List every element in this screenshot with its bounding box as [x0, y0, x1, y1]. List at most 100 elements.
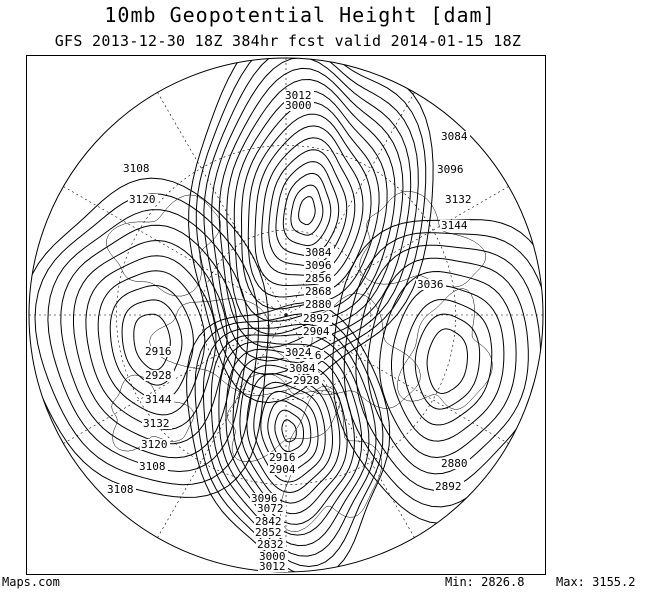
contour-label: 3108	[107, 483, 134, 496]
height-contour	[282, 172, 332, 247]
contour-label-bg	[254, 527, 284, 538]
contour-label: 2880	[441, 457, 468, 470]
height-contour	[298, 196, 316, 226]
map-title: 10mb Geopotential Height [dam]	[104, 3, 496, 27]
contour-label: 3012	[285, 89, 312, 102]
contour-label-bg	[440, 220, 470, 231]
contour-label: 2868	[305, 285, 332, 298]
contour-label-bg	[268, 464, 298, 475]
contour-label: 2880	[305, 298, 332, 311]
contour-label-bg	[304, 247, 334, 258]
contour-label: 3084	[289, 362, 316, 375]
contour-label-bg	[258, 551, 288, 562]
map-subtitle: GFS 2013-12-30 18Z 384hr fcst valid 2014…	[54, 32, 522, 50]
contour-label: 2904	[303, 325, 330, 338]
height-contour	[332, 219, 543, 525]
height-contour	[274, 409, 304, 453]
contour-label-bg	[292, 375, 322, 386]
contour-label-bg	[288, 363, 318, 374]
height-contour	[426, 328, 468, 395]
height-contour	[203, 58, 419, 376]
contour-label-bg	[284, 90, 314, 101]
contour-label: 3072	[257, 502, 284, 515]
height-contour	[281, 419, 297, 443]
contour-label: 2904	[269, 463, 296, 476]
contour-label-bg	[440, 131, 470, 142]
contour-label: 2916	[269, 451, 296, 464]
contour-label-bg	[304, 260, 334, 271]
contour-label-bg	[144, 346, 174, 357]
lat-lon-grid	[29, 58, 543, 572]
height-contour	[253, 381, 326, 483]
height-contour	[290, 184, 324, 236]
height-contour	[379, 270, 517, 459]
min-value-label: Min: 2826.8	[445, 575, 525, 589]
height-contour	[109, 284, 194, 401]
contour-label-bg	[254, 516, 284, 527]
height-contour	[202, 323, 377, 557]
height-contour	[47, 209, 249, 473]
coastline	[397, 288, 493, 410]
map-plot-frame: 3012 3000 3084 3096 3108 3120 3132 3144 3084 3096…	[26, 55, 546, 575]
contour-label: 3084	[441, 130, 468, 143]
contour-label: 2852	[255, 526, 282, 539]
contour-label-bg	[444, 194, 474, 205]
contour-label-bg	[416, 279, 446, 290]
contour-label: 3000	[285, 99, 312, 112]
contour-label: 3120	[141, 438, 168, 451]
contour-label-bg	[144, 370, 174, 381]
contour-label: 3132	[143, 417, 170, 430]
meridian-line	[63, 314, 287, 444]
contour-label-bg	[302, 313, 332, 324]
contour-label-bg	[284, 100, 314, 111]
contour-label: 3024	[285, 346, 312, 359]
height-contour	[29, 177, 270, 498]
contour-label-bg	[256, 503, 286, 514]
contour-label-bg	[304, 286, 334, 297]
contour-label-bg	[258, 561, 288, 572]
meridian-line	[157, 92, 287, 316]
contour-label-bg	[128, 194, 158, 205]
contour-label: 3000	[259, 550, 286, 563]
height-contour	[355, 244, 542, 491]
contour-label-bg	[142, 418, 172, 429]
coastline	[149, 298, 301, 396]
contour-label: 3096	[251, 492, 278, 505]
contour-label: 3036	[417, 278, 444, 291]
contour-label-bg	[284, 347, 314, 358]
height-contour	[267, 400, 312, 463]
contour-label: 2892	[435, 480, 462, 493]
height-contour	[232, 356, 348, 515]
contour-label-bg	[268, 452, 298, 463]
contour-label-bg	[140, 439, 170, 450]
contour-label: 2916	[145, 345, 172, 358]
contour-label: 3120	[129, 193, 156, 206]
height-contour	[225, 348, 356, 525]
contour-label-bg	[256, 539, 286, 550]
contour-label-bg	[122, 163, 152, 174]
height-contour	[414, 313, 481, 410]
contour-label-bg	[436, 164, 466, 175]
contour-label-bg	[440, 458, 470, 469]
latitude-circle	[200, 229, 372, 401]
contour-label: 2856	[305, 272, 332, 285]
source-label: Maps.com	[2, 575, 60, 589]
latitude-circle	[116, 145, 456, 485]
contour-label: 3084	[305, 246, 332, 259]
height-contour	[60, 224, 239, 459]
height-contour	[73, 239, 228, 445]
contour-label-bg	[138, 461, 168, 472]
contour-label: 3108	[123, 162, 150, 175]
contour-label: 2892	[303, 312, 330, 325]
contour-label: 2842	[255, 515, 282, 528]
height-contour	[367, 257, 529, 475]
coastline	[227, 372, 341, 463]
height-contour	[260, 390, 319, 473]
contour-label: 3144	[441, 219, 468, 232]
contour-label: 3096	[305, 259, 332, 272]
contour-label: 3108	[139, 460, 166, 473]
height-contour	[391, 284, 505, 442]
contour-label: 3012	[259, 560, 286, 573]
